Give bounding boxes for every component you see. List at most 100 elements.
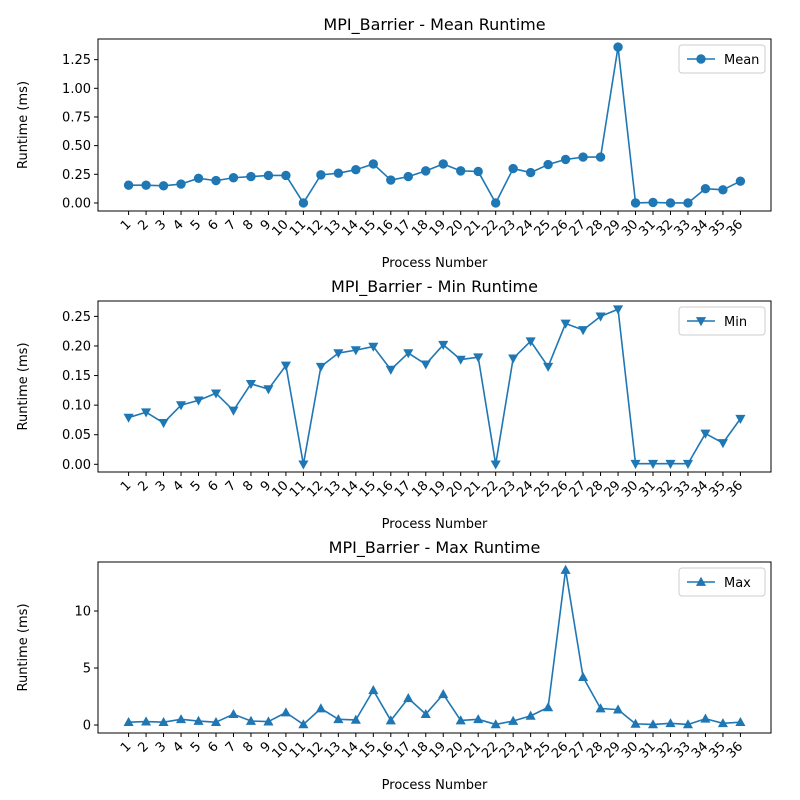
data-point (263, 170, 274, 181)
data-point (630, 198, 641, 208)
data-point (700, 183, 711, 194)
y-tick-label: 0.25 (62, 310, 91, 325)
x-tick-label: 3 (153, 478, 169, 494)
data-point (333, 168, 344, 178)
data-point (438, 159, 448, 169)
data-point (421, 166, 431, 176)
data-point (280, 707, 291, 717)
data-point (682, 719, 694, 729)
y-tick-label: 0.05 (62, 428, 91, 443)
legend: Mean (678, 44, 766, 74)
data-point (158, 716, 169, 727)
x-tick-label: 2 (135, 217, 151, 233)
data-point (665, 459, 676, 469)
data-point (560, 154, 571, 165)
x-tick-label: 2 (135, 478, 151, 494)
data-point (647, 459, 659, 469)
data-point (700, 713, 711, 723)
data-point (193, 173, 204, 184)
x-tick-label: 7 (223, 217, 239, 233)
x-tick-label: 7 (223, 478, 239, 494)
x-tick-label: 3 (153, 739, 169, 755)
legend-box (678, 306, 766, 336)
data-point (595, 312, 606, 322)
data-point (158, 419, 169, 429)
data-point (718, 185, 728, 195)
data-point (193, 396, 204, 406)
y-tick-label: 0.00 (62, 458, 91, 473)
data-point (386, 175, 396, 185)
y-tick-label: 0.20 (62, 339, 91, 354)
data-point (210, 716, 222, 727)
chart-title: MPI_Barrier - Min Runtime (331, 277, 538, 297)
data-point (508, 715, 519, 725)
data-point (193, 715, 204, 725)
x-tick-label: 4 (170, 739, 186, 755)
data-point (735, 414, 746, 424)
legend-label: Mean (724, 53, 759, 68)
x-tick-label: 1 (118, 478, 134, 494)
legend-label: Max (724, 576, 751, 591)
x-tick-label: 8 (240, 478, 256, 494)
x-tick-label: 5 (188, 478, 204, 494)
y-tick-label: 0.50 (62, 139, 91, 154)
x-tick-label: 7 (223, 739, 239, 755)
data-point (665, 718, 676, 728)
data-point (403, 693, 414, 703)
legend: Min (678, 306, 766, 336)
data-point (315, 703, 326, 713)
legend-label: Min (724, 315, 747, 330)
data-point (403, 349, 414, 359)
data-point (350, 714, 361, 724)
data-point (228, 173, 239, 183)
data-point (333, 349, 344, 359)
data-point (543, 362, 554, 372)
x-tick-label: 5 (188, 739, 204, 755)
data-point (683, 198, 693, 208)
legend-marker (695, 317, 707, 327)
chart-title: MPI_Barrier - Max Runtime (329, 538, 541, 558)
y-tick-label: 0 (83, 719, 91, 734)
data-point (735, 716, 746, 727)
data-point (455, 715, 466, 725)
data-point (438, 689, 449, 699)
data-point (246, 171, 256, 182)
data-point (158, 181, 169, 191)
y-tick-label: 0.75 (62, 110, 91, 125)
data-point (333, 714, 344, 724)
data-point (123, 716, 134, 727)
x-tick-label: 1 (118, 217, 134, 233)
data-point (298, 460, 309, 470)
data-point (525, 167, 536, 178)
data-point (508, 354, 519, 364)
data-point (473, 353, 484, 363)
data-point (263, 716, 274, 726)
data-point (700, 429, 711, 439)
data-point (176, 179, 186, 189)
data-point (245, 715, 257, 725)
data-point (298, 198, 309, 208)
x-tick-label: 36 (724, 478, 746, 500)
data-point (560, 319, 571, 329)
data-point (665, 198, 676, 208)
data-point (385, 365, 396, 375)
y-tick-label: 0.25 (62, 168, 91, 183)
y-axis-label: Runtime (ms) (16, 342, 31, 430)
series-line-min (128, 308, 742, 466)
x-tick-label: 5 (188, 217, 204, 233)
data-point (281, 170, 291, 181)
y-tick-label: 1.25 (62, 53, 91, 68)
data-point (351, 165, 361, 175)
legend-marker (696, 54, 706, 64)
data-point (560, 564, 571, 574)
data-point (543, 702, 554, 712)
data-point (613, 42, 623, 52)
data-point (508, 163, 518, 174)
x-tick-label: 36 (724, 739, 746, 761)
data-point (141, 408, 152, 418)
y-tick-label: 0.15 (62, 369, 91, 384)
x-tick-label: 36 (724, 217, 746, 239)
y-tick-label: 5 (83, 662, 91, 677)
data-point (490, 719, 501, 729)
chart-title: MPI_Barrier - Mean Runtime (323, 15, 545, 35)
